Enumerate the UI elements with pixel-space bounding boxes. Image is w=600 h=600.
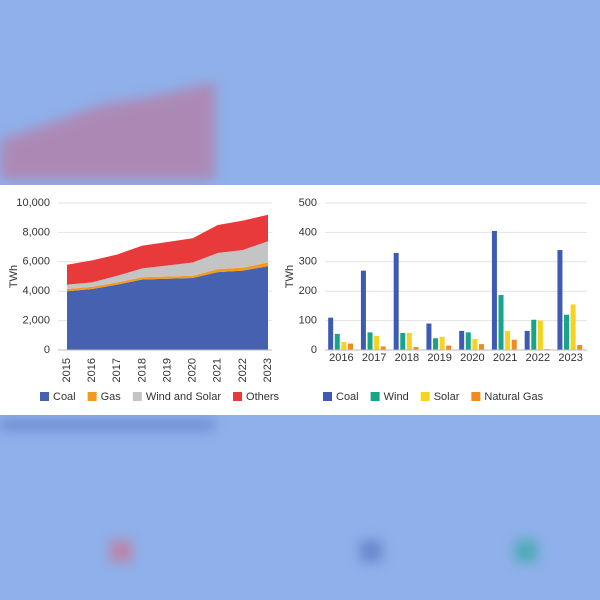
legend-swatch — [40, 392, 49, 401]
x-tick-label: 2016 — [329, 352, 353, 364]
y-tick-label: 400 — [299, 226, 317, 238]
legend-label: Wind and Solar — [146, 391, 222, 403]
blurred-background-chart — [0, 82, 537, 562]
x-tick-label: 2022 — [526, 352, 550, 364]
y-tick-label: 0 — [311, 344, 317, 356]
y-tick-label: 200 — [299, 285, 317, 297]
bar — [524, 330, 530, 350]
bar — [334, 333, 340, 350]
bar — [465, 332, 471, 350]
x-tick-label: 2018 — [395, 352, 419, 364]
legend-swatch — [132, 392, 142, 401]
legend-label: Solar — [434, 391, 460, 403]
legend-label: Others — [246, 391, 280, 403]
bar — [328, 317, 334, 350]
legend-label: Natural Gas — [484, 391, 543, 403]
bar — [439, 336, 445, 350]
y-tick-label: 8,000 — [22, 226, 50, 238]
x-tick-label: 2015 — [61, 358, 73, 382]
blurred-swatch — [110, 540, 132, 562]
bar — [347, 343, 353, 350]
y-tick-label: 100 — [299, 315, 317, 327]
bar — [433, 338, 439, 350]
y-tick-label: 0 — [44, 344, 50, 356]
x-tick-label: 2021 — [212, 358, 224, 382]
bar — [380, 346, 386, 350]
bar — [393, 252, 399, 350]
area — [67, 266, 268, 350]
blurred-swatch — [360, 540, 382, 562]
bar — [498, 295, 504, 350]
x-tick-label: 2018 — [136, 358, 148, 382]
legend-label: Wind — [384, 391, 409, 403]
legend-swatch — [87, 392, 97, 401]
bar — [400, 332, 406, 350]
x-tick-label: 2021 — [493, 352, 517, 364]
bar — [426, 323, 432, 350]
bar — [570, 304, 576, 350]
y-tick-label: 6,000 — [22, 256, 50, 268]
legend-label: Coal — [53, 391, 76, 403]
bar — [360, 270, 366, 350]
y-axis-title: TWh — [284, 265, 296, 288]
area — [67, 214, 268, 285]
blurred-area — [0, 420, 215, 430]
x-tick-label: 2023 — [262, 358, 274, 382]
y-tick-label: 10,000 — [16, 197, 50, 209]
x-tick-label: 2017 — [362, 352, 386, 364]
bar — [478, 344, 484, 350]
y-tick-label: 300 — [299, 256, 317, 268]
bar — [557, 250, 563, 350]
legend-swatch — [370, 392, 380, 401]
y-axis-title: TWh — [8, 265, 20, 288]
legend-swatch — [420, 392, 430, 401]
legend-swatch — [233, 392, 243, 401]
bar — [374, 335, 380, 350]
x-tick-label: 2019 — [427, 352, 451, 364]
x-tick-label: 2019 — [161, 358, 173, 382]
bar — [537, 320, 543, 350]
bar — [577, 345, 583, 350]
x-tick-label: 2022 — [237, 358, 249, 382]
x-tick-label: 2023 — [558, 352, 582, 364]
bar — [491, 230, 497, 350]
bar — [341, 342, 347, 350]
bar — [564, 314, 570, 350]
legend-label: Coal — [336, 391, 359, 403]
blurred-area — [0, 82, 215, 180]
y-tick-label: 2,000 — [22, 315, 50, 327]
x-tick-label: 2016 — [86, 358, 98, 382]
bar — [406, 332, 412, 350]
bar — [505, 330, 511, 350]
x-tick-label: 2017 — [111, 358, 123, 382]
blurred-swatch — [515, 540, 537, 562]
bar — [446, 345, 452, 350]
bar — [413, 347, 419, 350]
bar — [472, 339, 478, 350]
y-tick-label: 4,000 — [22, 285, 50, 297]
y-tick-label: 500 — [299, 197, 317, 209]
legend-swatch — [323, 392, 332, 401]
bar — [531, 319, 537, 350]
area — [67, 241, 268, 289]
legend-swatch — [471, 392, 481, 401]
bar — [511, 339, 517, 350]
legend-label: Gas — [101, 391, 122, 403]
x-tick-label: 2020 — [187, 358, 199, 382]
bar — [459, 330, 465, 350]
x-tick-label: 2020 — [460, 352, 484, 364]
bar — [367, 332, 373, 350]
area — [67, 262, 268, 292]
